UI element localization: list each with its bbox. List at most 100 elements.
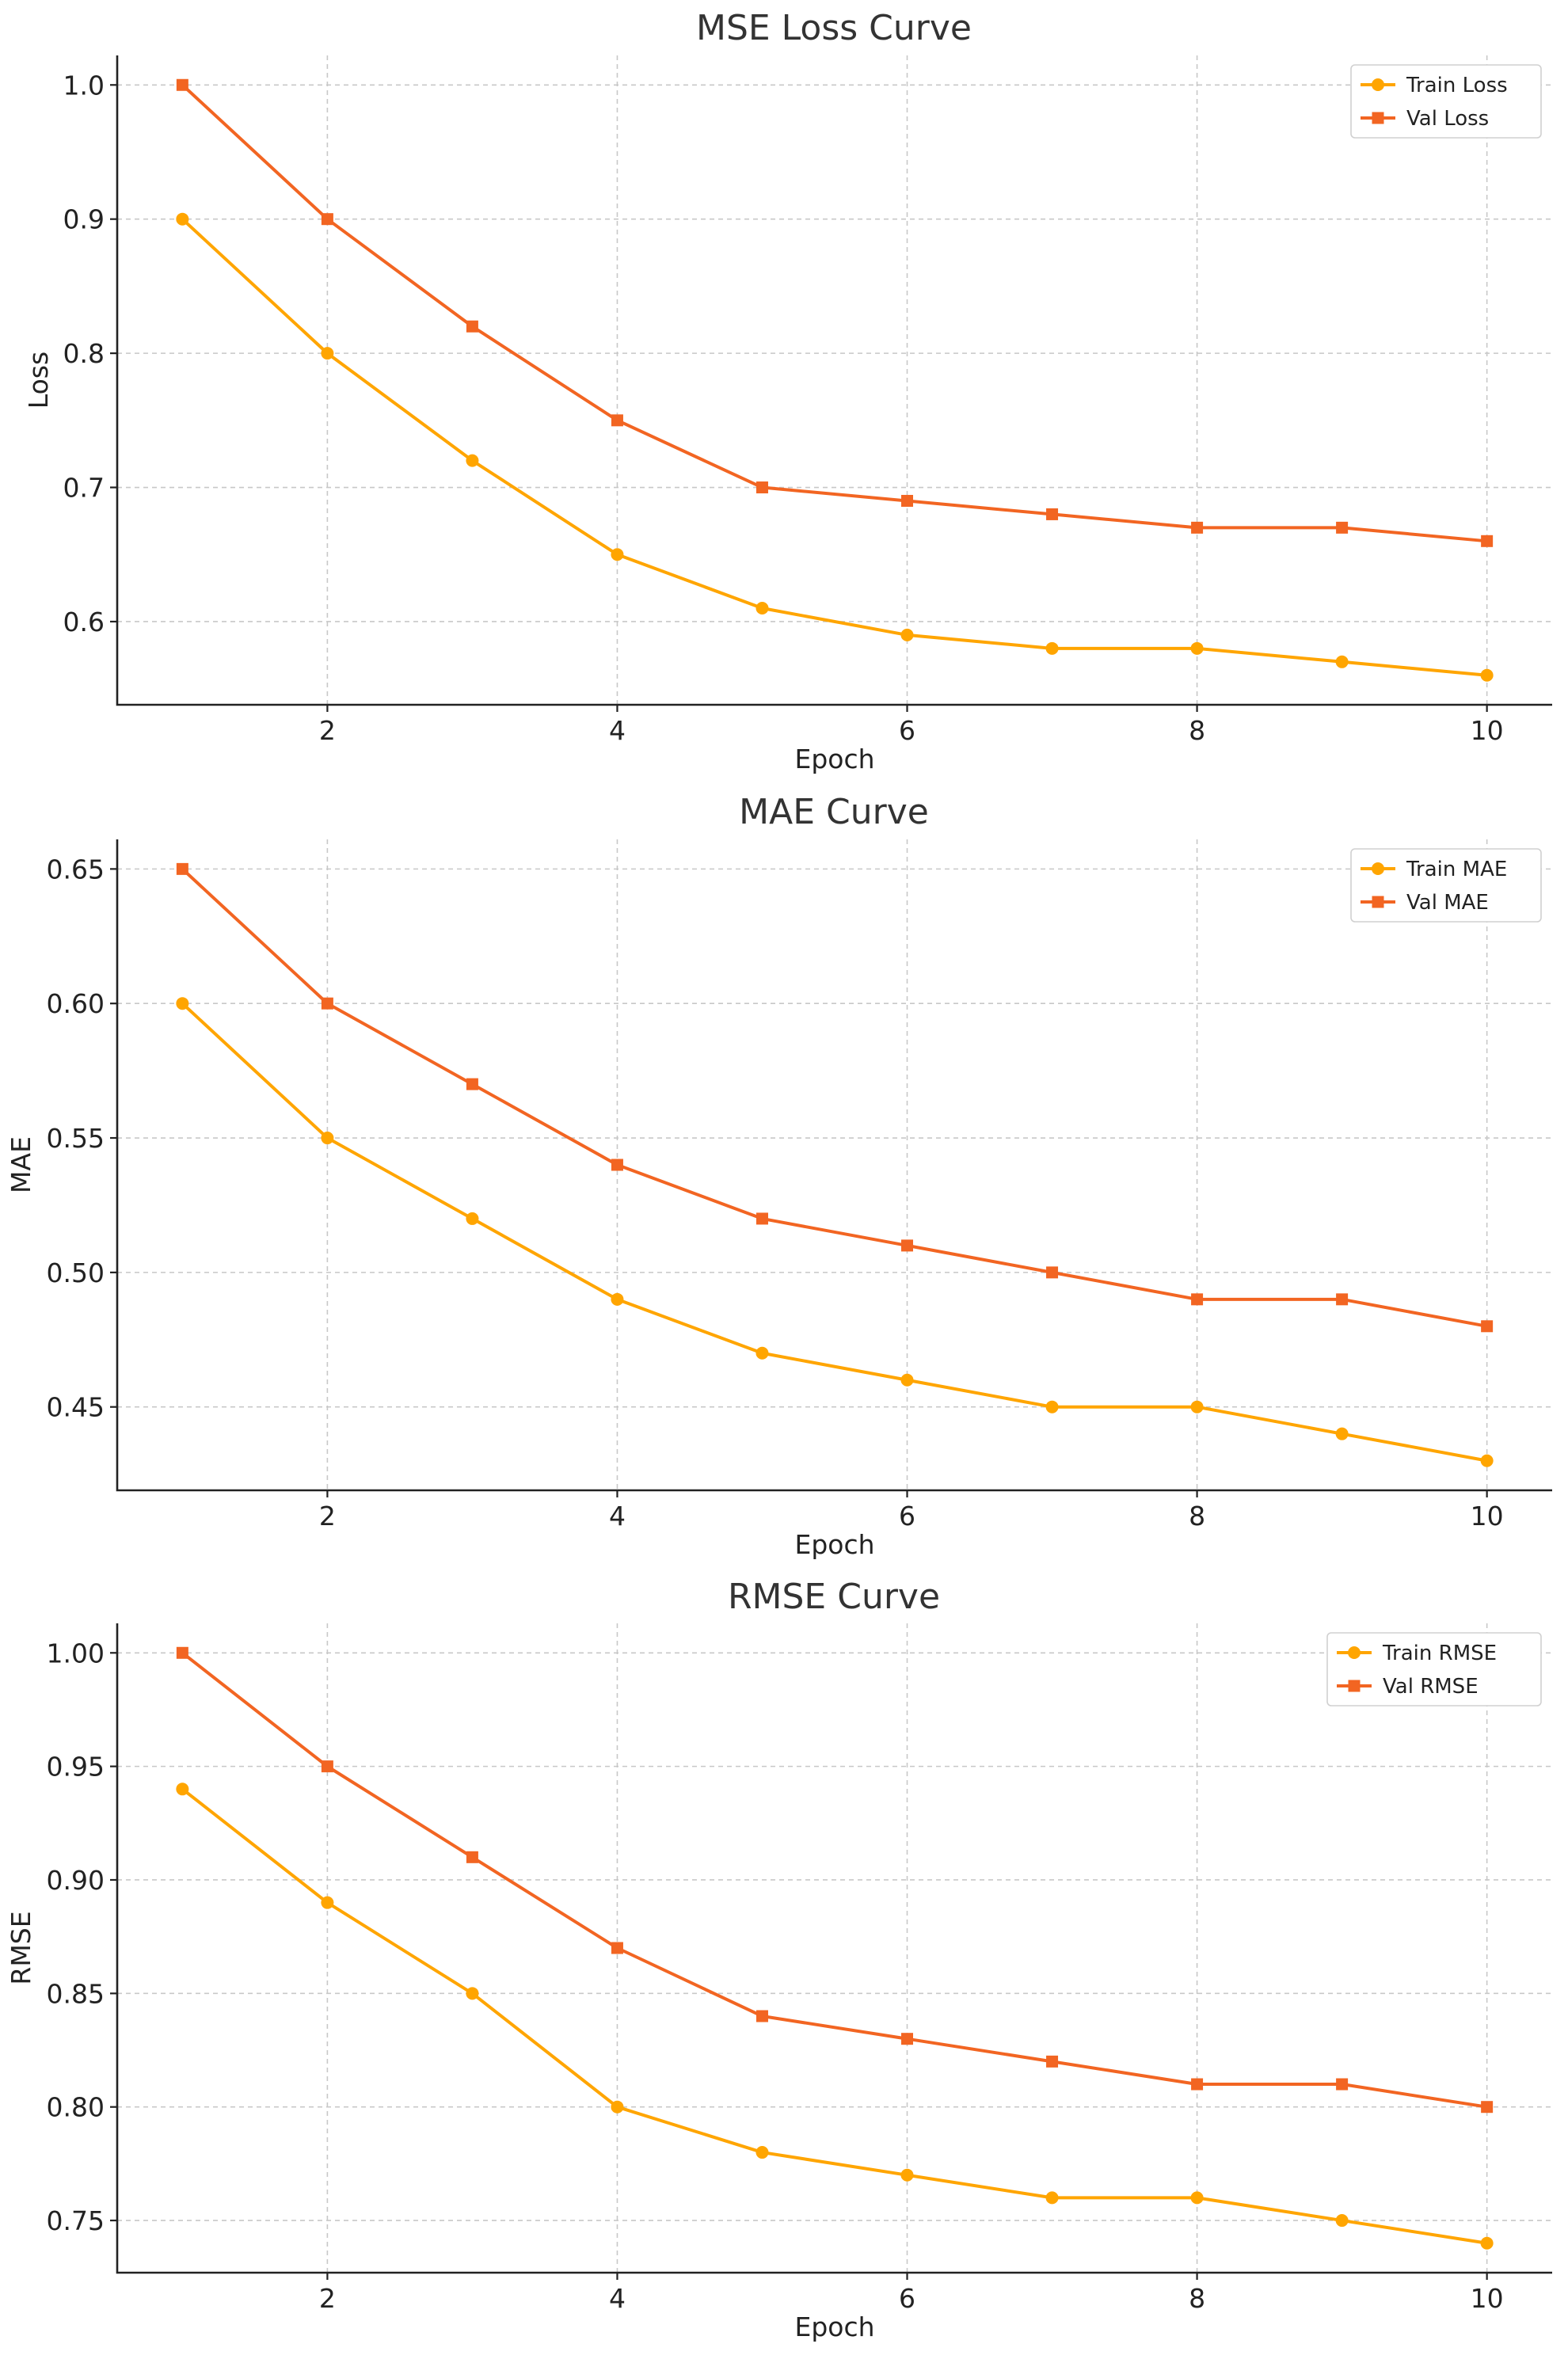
data-point [900, 1373, 914, 1387]
data-point [1481, 2101, 1494, 2114]
data-point [176, 1646, 188, 1659]
axis-spine [116, 839, 1552, 1492]
series-line-0 [181, 1787, 1487, 2245]
data-point [611, 1942, 623, 1954]
data-point [755, 1212, 768, 1225]
y-tick-label: 0.65 [47, 854, 105, 885]
legend-label: Train MAE [1406, 858, 1507, 881]
data-point [1335, 1427, 1349, 1440]
legend-marker [1348, 1646, 1361, 1659]
x-tick-label: 8 [1189, 2283, 1205, 2314]
data-point [900, 628, 914, 641]
legend-box [1350, 848, 1542, 923]
data-point [901, 1239, 914, 1252]
data-point [1046, 2055, 1059, 2068]
data-point [1336, 521, 1349, 534]
y-tick-label: 0.6 [63, 607, 105, 637]
data-point [466, 1987, 479, 2000]
series-line-0 [181, 1002, 1488, 1463]
chart-title: MAE Curve [739, 792, 929, 832]
y-axis-label: RMSE [6, 1911, 36, 1984]
data-point [466, 320, 478, 333]
data-point [901, 2033, 914, 2045]
data-point [611, 548, 624, 561]
legend-marker [1372, 78, 1384, 91]
data-point [1191, 2078, 1204, 2091]
data-point [1481, 535, 1494, 547]
x-tick-label: 4 [609, 2283, 626, 2314]
legend-marker [1372, 112, 1384, 124]
data-point [1190, 641, 1204, 655]
data-point [176, 1783, 189, 1796]
data-point [900, 2168, 914, 2182]
data-point [755, 602, 769, 615]
y-tick-label: 0.8 [63, 338, 105, 369]
y-tick-label: 0.55 [47, 1123, 105, 1154]
legend-label: Train Loss [1406, 74, 1508, 97]
x-tick-label: 6 [899, 1501, 915, 1531]
x-tick-label: 8 [1189, 1501, 1205, 1531]
data-point [1335, 655, 1349, 668]
series-line-1 [181, 83, 1487, 543]
data-point [1045, 1400, 1059, 1413]
data-point [466, 1212, 479, 1225]
y-tick-label: 0.45 [47, 1392, 105, 1423]
x-tick-label: 10 [1471, 2283, 1504, 2314]
x-axis-label: Epoch [794, 1529, 874, 1560]
y-tick-label: 1.00 [47, 1638, 105, 1668]
data-point [321, 1896, 334, 1909]
y-tick-label: 0.90 [47, 1865, 105, 1896]
legend-label: Train RMSE [1382, 1642, 1497, 1665]
data-point [611, 2100, 624, 2114]
data-point [611, 1159, 623, 1171]
legend-marker [1372, 862, 1384, 875]
mae-chart: MAE Curve 2 4 6 8 10 0.45 0.50 0.55 0.60 0.65 Epoc… [6, 792, 1552, 1560]
data-point [1480, 2236, 1494, 2250]
data-point [611, 414, 623, 427]
legend-marker [1372, 896, 1384, 908]
axis-spine [116, 55, 1552, 706]
x-tick-label: 10 [1471, 715, 1504, 746]
data-point [1335, 2214, 1349, 2228]
data-point [755, 1346, 769, 1360]
x-axis-label: Epoch [794, 2311, 874, 2342]
legend-label: Val Loss [1406, 107, 1489, 131]
data-point [176, 78, 188, 91]
data-point [321, 213, 333, 226]
data-point [1191, 1293, 1204, 1306]
mse-loss-chart: MSE Loss Curve 2 4 6 8 10 0.6 0.7 0.8 0.9 1.0 Epoc… [23, 8, 1552, 774]
data-point [1481, 1320, 1494, 1333]
data-point [176, 997, 189, 1010]
y-axis-label: MAE [6, 1136, 36, 1193]
data-point [1336, 2078, 1349, 2091]
series-line-1 [181, 1651, 1487, 2109]
series-line-0 [181, 218, 1487, 677]
x-tick-label: 8 [1189, 715, 1205, 746]
data-point [321, 1132, 334, 1145]
x-tick-label: 4 [609, 1501, 626, 1531]
data-point [755, 2010, 768, 2022]
chart-title: RMSE Curve [728, 1577, 940, 1617]
data-point [1191, 521, 1204, 534]
data-point [611, 1292, 624, 1306]
y-tick-label: 0.75 [47, 2205, 105, 2236]
y-tick-label: 0.50 [47, 1257, 105, 1288]
data-point [1190, 1400, 1204, 1413]
legend-marker [1348, 1680, 1361, 1692]
x-tick-label: 2 [319, 1501, 336, 1531]
data-point [1480, 1454, 1494, 1467]
x-tick-label: 6 [899, 2283, 915, 2314]
chart-title: MSE Loss Curve [696, 8, 972, 48]
y-tick-label: 1.0 [63, 70, 105, 101]
y-tick-label: 0.80 [47, 2092, 105, 2123]
data-point [321, 997, 333, 1010]
y-tick-label: 0.85 [47, 1978, 105, 2009]
x-tick-label: 6 [899, 715, 915, 746]
y-tick-label: 0.95 [47, 1752, 105, 1783]
y-tick-label: 0.60 [47, 988, 105, 1019]
data-point [466, 1851, 478, 1863]
x-tick-label: 2 [319, 715, 336, 746]
data-point [901, 494, 914, 507]
data-point [1480, 668, 1494, 682]
